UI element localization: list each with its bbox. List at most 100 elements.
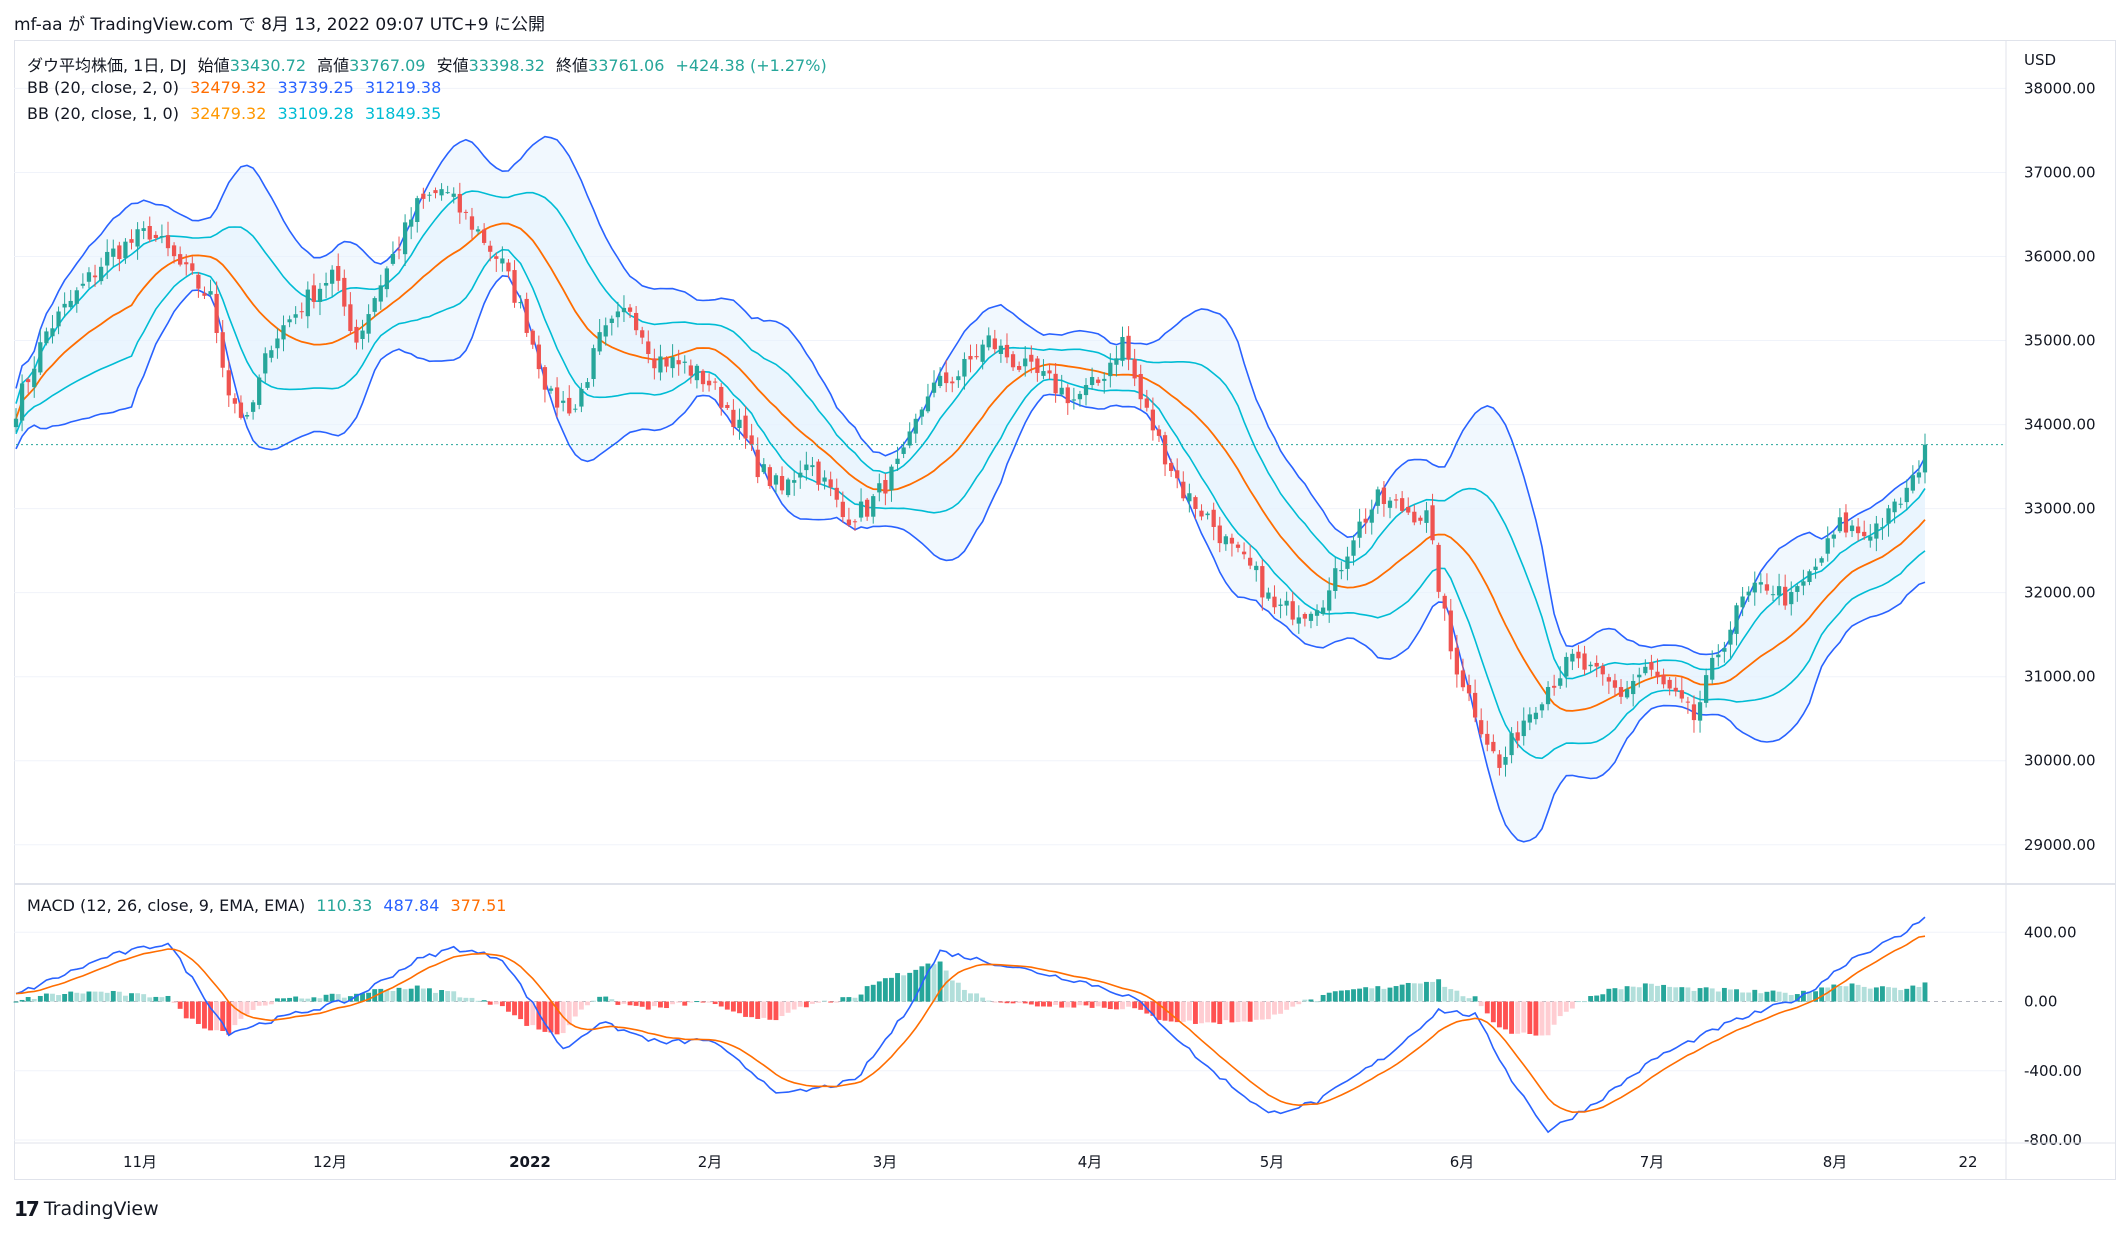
candle bbox=[524, 292, 529, 337]
candle-body bbox=[1460, 670, 1466, 688]
macd-hist-bar bbox=[1892, 987, 1898, 1002]
candle-body bbox=[561, 400, 566, 403]
candle-body bbox=[1053, 373, 1058, 394]
candle bbox=[792, 470, 797, 496]
candle bbox=[865, 497, 870, 521]
candle-body bbox=[591, 348, 596, 380]
candle bbox=[1320, 600, 1326, 616]
candle-body bbox=[311, 285, 317, 302]
candle-body bbox=[305, 289, 310, 317]
close-label: 終値 bbox=[556, 56, 589, 75]
macd-hist-bar bbox=[1496, 1001, 1502, 1028]
candle-body bbox=[889, 466, 894, 491]
candle bbox=[330, 265, 335, 297]
candle-body bbox=[1114, 358, 1119, 365]
candle-body bbox=[62, 303, 67, 308]
candle-body bbox=[1789, 591, 1794, 605]
candle bbox=[1807, 569, 1812, 586]
macd-hist-bar bbox=[585, 1001, 590, 1006]
macd-hist-bar bbox=[889, 977, 894, 1002]
macd-hist-bar bbox=[1886, 987, 1891, 1002]
candle bbox=[1558, 666, 1563, 689]
candle bbox=[153, 231, 158, 242]
macd-hist-bar bbox=[499, 1001, 505, 1007]
macd-hist-bar bbox=[1776, 991, 1782, 1002]
macd-hist-bar bbox=[1825, 987, 1831, 1002]
candle bbox=[773, 473, 779, 494]
candle bbox=[512, 260, 517, 308]
macd-hist-bar bbox=[171, 1001, 177, 1003]
candle bbox=[761, 458, 766, 475]
candle-body bbox=[688, 365, 693, 376]
candle bbox=[275, 328, 280, 359]
macd-hist-bar bbox=[1265, 1001, 1271, 1020]
candle bbox=[518, 295, 523, 309]
candle bbox=[293, 306, 298, 325]
candle-body bbox=[250, 402, 256, 412]
macd-hist-bar bbox=[980, 997, 986, 1002]
candle bbox=[895, 446, 900, 471]
candle bbox=[1691, 695, 1697, 733]
candle bbox=[427, 191, 432, 202]
macd-hist-bar bbox=[1332, 991, 1338, 1002]
macd-hist-bar bbox=[1606, 988, 1612, 1002]
open-label: 始値 bbox=[197, 56, 230, 75]
candle bbox=[1314, 604, 1320, 626]
macd-hist-bar bbox=[1898, 990, 1904, 1002]
candle-body bbox=[336, 266, 341, 281]
price-tick-label: 38000.00 bbox=[2024, 79, 2096, 97]
candle-body bbox=[1278, 604, 1283, 606]
candle bbox=[372, 296, 377, 318]
macd-hist-bar bbox=[1563, 1001, 1569, 1012]
candle-body bbox=[1333, 568, 1338, 591]
macd-hist-bar bbox=[895, 973, 900, 1002]
price-tick-label: 33000.00 bbox=[2024, 500, 2096, 518]
candle bbox=[1710, 650, 1715, 684]
candle bbox=[1290, 591, 1295, 626]
macd-hist-bar bbox=[1527, 1001, 1533, 1034]
candle bbox=[1679, 676, 1684, 703]
macd-hist-bar bbox=[803, 1001, 809, 1008]
candle-body bbox=[1655, 671, 1660, 678]
macd-hist-bar bbox=[1533, 1001, 1539, 1036]
candle-body bbox=[1284, 600, 1289, 606]
candle bbox=[1089, 367, 1095, 390]
candle bbox=[816, 459, 821, 491]
footer-brand[interactable]: 17 TradingView bbox=[14, 1197, 159, 1221]
candle bbox=[1521, 707, 1526, 746]
candle-body bbox=[840, 501, 845, 518]
macd-hist-bar bbox=[1107, 1001, 1113, 1010]
candle-body bbox=[834, 487, 839, 500]
candle bbox=[451, 187, 456, 204]
macd-hist-bar bbox=[220, 1001, 226, 1031]
candle-body bbox=[785, 479, 791, 496]
candle-body bbox=[1406, 506, 1411, 513]
candle-body bbox=[1673, 687, 1678, 692]
macd-hist-bar bbox=[141, 994, 147, 1002]
candle bbox=[1637, 667, 1642, 688]
candle-body bbox=[1260, 566, 1265, 598]
macd-hist-bar bbox=[244, 1001, 250, 1015]
candle bbox=[1375, 486, 1380, 514]
candle bbox=[1029, 345, 1034, 374]
macd-hist-bar bbox=[524, 1001, 530, 1026]
candle-body bbox=[1424, 510, 1429, 523]
candle-body bbox=[1576, 651, 1581, 659]
macd-hist-bar bbox=[1235, 1001, 1241, 1023]
candle-body bbox=[330, 269, 335, 284]
bb2-lower: 31849.35 bbox=[364, 104, 442, 123]
macd-hist-bar bbox=[1186, 1001, 1192, 1021]
macd-tick-label: -400.00 bbox=[2024, 1062, 2082, 1080]
candle bbox=[640, 326, 645, 345]
candle-body bbox=[1199, 510, 1204, 517]
candle-body bbox=[427, 194, 432, 196]
candle bbox=[1223, 534, 1228, 551]
candle-body bbox=[488, 245, 493, 252]
candle bbox=[1545, 681, 1551, 711]
candle-body bbox=[165, 235, 171, 249]
candle bbox=[342, 269, 347, 316]
macd-hist-bar bbox=[992, 1001, 998, 1003]
candle-body bbox=[1320, 607, 1326, 614]
macd-hist-bar bbox=[1083, 1001, 1089, 1006]
candle-body bbox=[141, 228, 146, 231]
